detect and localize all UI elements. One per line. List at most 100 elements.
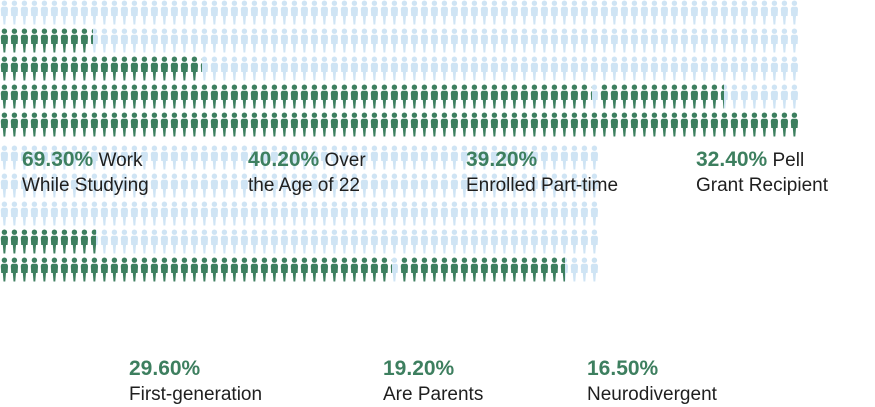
person-icon — [280, 34, 288, 53]
person-icon — [771, 56, 778, 62]
person-icon — [391, 84, 398, 90]
person-icon — [530, 235, 538, 254]
person-icon — [171, 201, 178, 207]
empty-people-row — [200, 28, 398, 53]
person-icon — [631, 84, 638, 90]
person-icon — [620, 6, 628, 25]
person-icon — [271, 28, 278, 34]
person-icon — [30, 118, 38, 137]
person-icon — [641, 28, 648, 34]
person-icon — [201, 145, 208, 151]
person-icon — [171, 112, 178, 118]
person-icon — [311, 201, 318, 207]
person-icon — [681, 28, 688, 34]
person-icon — [171, 229, 178, 235]
person-icon — [421, 84, 428, 90]
person-icon — [21, 257, 28, 263]
stat-label: Neurodivergent — [587, 384, 717, 405]
person-icon — [540, 151, 548, 170]
person-icon — [180, 151, 188, 170]
person-icon — [93, 28, 98, 34]
person-icon — [330, 6, 338, 25]
person-icon — [580, 207, 588, 226]
person-icon — [120, 90, 128, 109]
person-icon — [350, 235, 358, 254]
person-icon — [140, 6, 148, 25]
person-icon — [10, 118, 18, 137]
person-icon — [471, 257, 478, 263]
person-icon — [421, 145, 428, 151]
person-icon — [610, 62, 618, 81]
person-icon — [210, 34, 218, 53]
person-icon — [50, 118, 58, 137]
person-icon — [151, 56, 158, 62]
person-icon — [211, 0, 218, 6]
person-icon — [470, 90, 478, 109]
person-icon — [11, 56, 18, 62]
person-icon — [311, 145, 318, 151]
person-icon — [71, 84, 78, 90]
person-icon — [381, 28, 388, 34]
person-icon — [50, 207, 58, 226]
person-icon — [171, 173, 178, 179]
person-icon — [380, 118, 388, 137]
person-icon — [510, 118, 518, 137]
person-icon — [390, 179, 398, 198]
person-icon — [30, 6, 38, 25]
person-icon — [510, 62, 518, 81]
person-icon — [90, 34, 93, 47]
person-icon — [511, 28, 518, 34]
person-icon — [340, 151, 348, 170]
person-icon — [560, 179, 568, 198]
person-icon — [40, 263, 48, 282]
person-icon — [430, 263, 438, 282]
person-icon — [210, 263, 218, 282]
person-icon — [351, 229, 358, 235]
person-icon — [361, 201, 368, 207]
person-icon — [391, 201, 398, 207]
person-icon — [551, 112, 558, 118]
person-icon — [261, 84, 268, 90]
person-icon — [660, 90, 668, 109]
person-icon — [561, 145, 568, 151]
person-icon — [290, 34, 298, 53]
person-icon — [70, 90, 78, 109]
person-icon — [680, 34, 688, 53]
person-icon — [501, 28, 508, 34]
person-icon — [631, 28, 638, 34]
person-icon — [701, 112, 708, 118]
person-icon — [490, 118, 498, 137]
person-icon — [490, 263, 498, 282]
person-icon — [620, 90, 628, 109]
person-icon — [261, 201, 268, 207]
person-icon — [351, 173, 358, 179]
person-icon — [541, 145, 548, 151]
person-icon — [251, 229, 258, 235]
person-icon — [571, 56, 578, 62]
person-icon — [410, 263, 418, 282]
person-icon — [81, 56, 88, 62]
person-icon — [271, 173, 278, 179]
person-icon — [20, 151, 28, 170]
person-icon — [51, 145, 58, 151]
person-icon — [270, 151, 278, 170]
person-icon — [140, 235, 148, 254]
person-icon — [141, 229, 148, 235]
person-icon — [41, 257, 48, 263]
stat-caption: 39.20% Enrolled Part-time — [466, 147, 696, 198]
person-icon — [661, 56, 668, 62]
person-icon — [80, 6, 88, 25]
person-icon — [701, 0, 708, 6]
person-icon — [590, 263, 598, 282]
person-icon — [320, 34, 328, 53]
person-icon — [90, 90, 98, 109]
person-icon — [130, 34, 138, 53]
person-icon — [671, 28, 678, 34]
person-icon — [131, 0, 138, 6]
person-icon — [11, 112, 18, 118]
person-icon — [700, 34, 708, 53]
person-icon — [580, 62, 588, 81]
person-icon — [421, 28, 428, 34]
person-icon — [471, 0, 478, 6]
person-icon — [191, 84, 198, 90]
